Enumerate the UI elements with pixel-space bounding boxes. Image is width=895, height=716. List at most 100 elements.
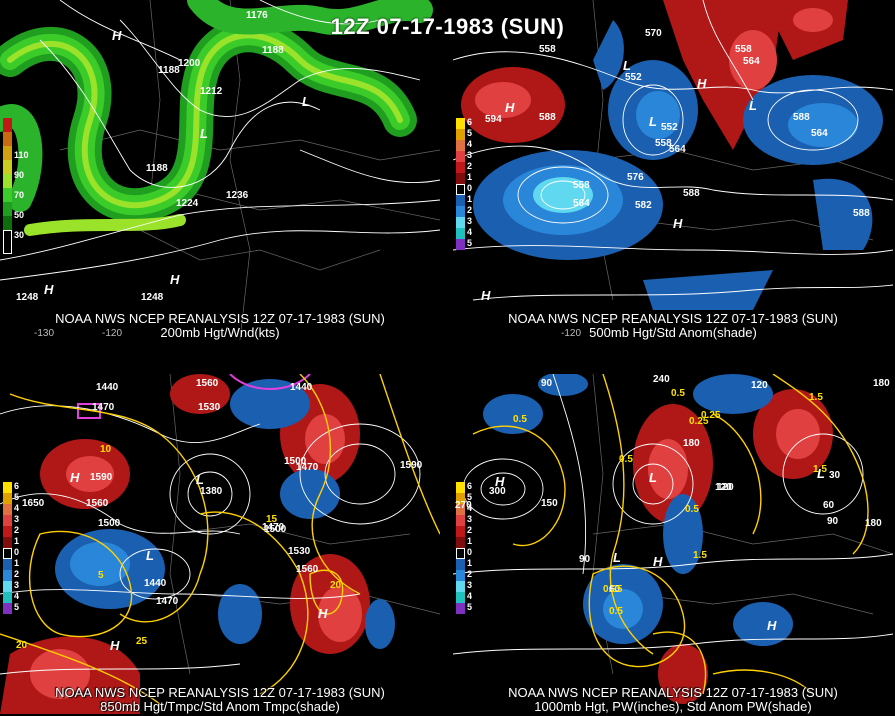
contour-label: 1500	[284, 456, 307, 467]
legend-label: 6	[467, 117, 473, 127]
temperature-label: 20	[330, 580, 342, 591]
legend-label: 4	[14, 591, 20, 601]
contour-label: 1590	[90, 472, 113, 483]
high-center: H	[673, 216, 683, 231]
contour-label: 1500	[264, 524, 287, 535]
legend-label: 90	[14, 170, 25, 180]
legend-label: 6	[14, 481, 20, 491]
contour-label: 120	[717, 482, 734, 493]
panel-caption-field: 200mb Hgt/Wnd(kts)	[160, 325, 280, 340]
contour-label: 1440	[96, 382, 119, 393]
contour-label: 1530	[288, 546, 311, 557]
panel-caption-field: 1000mb Hgt, PW(inches), Std Anom PW(shad…	[534, 699, 812, 714]
contour-label: 1650	[22, 498, 45, 509]
contour-label: 1470	[92, 402, 115, 413]
legend-label: 110	[14, 150, 29, 160]
legend-label: 2	[467, 525, 473, 535]
legend-label: 4	[467, 227, 473, 237]
legend-label: 2	[467, 205, 473, 215]
temperature-label: 15	[266, 514, 278, 525]
low-center: L	[302, 94, 310, 109]
legend-label: 2	[14, 569, 20, 579]
legend-label: 6	[467, 481, 473, 491]
low-center: L	[146, 548, 154, 563]
legend-label: 70	[14, 190, 25, 200]
legend-label: 1	[467, 172, 473, 182]
legend-label: 3	[467, 580, 473, 590]
legend-label: 1	[467, 536, 473, 546]
high-center: H	[170, 272, 180, 287]
pw-label: 0.5	[513, 414, 527, 425]
high-center: H	[70, 470, 80, 485]
legend-label: 3	[467, 514, 473, 524]
low-center: L	[196, 472, 204, 487]
contour-label: 90	[579, 554, 591, 565]
temperature-label: 20	[16, 640, 28, 651]
legend-label: 5	[467, 492, 473, 502]
legend-label: 1	[14, 558, 20, 568]
panel-1000mb: 6 5 4 3 2 1 0 1 2 3 4 5 90 240 120 180 3…	[453, 374, 893, 714]
panel-caption-source: NOAA NWS NCEP REANALYSIS 12Z 07-17-1983 …	[55, 685, 385, 700]
contour-label: 588	[539, 112, 556, 123]
contour-label: 1188	[262, 45, 284, 56]
panel-200mb: 110 90 70 50 30 1176 1188 1188 1200 1212…	[0, 0, 440, 340]
contour-label: 1176	[246, 10, 268, 21]
temperature-label: 5	[98, 570, 104, 581]
legend-label: 1	[14, 536, 20, 546]
high-center: H	[318, 606, 328, 621]
contour-label: 1188	[158, 65, 180, 76]
low-center: L	[623, 58, 631, 73]
contour-label: 180	[873, 378, 890, 389]
legend-label: 3	[14, 580, 20, 590]
contour-label: 1212	[200, 86, 223, 97]
legend-label: 0	[467, 547, 473, 557]
contour-label: 1236	[226, 190, 249, 201]
contour-label: 60	[823, 500, 835, 511]
contour-label: 588	[683, 188, 700, 199]
high-center: H	[44, 282, 54, 297]
pw-label: 0.25	[701, 410, 721, 421]
legend-label: 2	[14, 525, 20, 535]
pw-label: 0.25	[603, 584, 623, 595]
anomaly-legend	[456, 118, 465, 250]
legend-label: 1	[467, 194, 473, 204]
legend-label: 3	[14, 514, 20, 524]
low-center: L	[649, 470, 657, 485]
contour-label: 1560	[86, 498, 109, 509]
contour-label: 150	[541, 498, 558, 509]
contour-label: 180	[865, 518, 882, 529]
contour-label: 594	[485, 114, 502, 125]
contour-label: 240	[653, 374, 670, 385]
contour-label: 564	[811, 128, 828, 139]
temperature-label: 10	[100, 444, 112, 455]
low-center: L	[613, 550, 621, 565]
contour-label: 90	[541, 378, 553, 389]
pw-label: 1.5	[693, 550, 707, 561]
contour-label: 60	[609, 584, 621, 595]
contour-label: 1530	[198, 402, 221, 413]
contour-label: 1248	[141, 292, 164, 303]
anomaly-legend	[456, 482, 465, 614]
contour-label: 1440	[144, 578, 167, 589]
pw-label: 1.5	[809, 392, 823, 403]
legend-label: 2	[467, 161, 473, 171]
longitude-label: -130	[34, 328, 55, 339]
legend-label: 5	[467, 602, 473, 612]
contour-label: 1440	[290, 382, 313, 393]
contour-label: 576	[627, 172, 644, 183]
contour-label: 1224	[176, 198, 199, 209]
high-center: H	[653, 554, 663, 569]
pw-label: 0.5	[609, 606, 623, 617]
contour-label: 558	[735, 44, 752, 55]
map-1000mb-graphic	[453, 374, 893, 704]
contour-label: 120	[751, 380, 768, 391]
high-center: H	[110, 638, 120, 653]
legend-label: 4	[467, 591, 473, 601]
panel-caption-field: 850mb Hgt/Tmpc/Std Anom Tmpc(shade)	[100, 699, 340, 714]
legend-label: 3	[467, 150, 473, 160]
contour-label: 1560	[296, 564, 319, 575]
contour-label: 300	[489, 486, 506, 497]
pw-label: 0.5	[671, 388, 685, 399]
contour-label: 564	[669, 144, 686, 155]
panel-caption-source: NOAA NWS NCEP REANALYSIS 12Z 07-17-1983 …	[508, 685, 838, 700]
